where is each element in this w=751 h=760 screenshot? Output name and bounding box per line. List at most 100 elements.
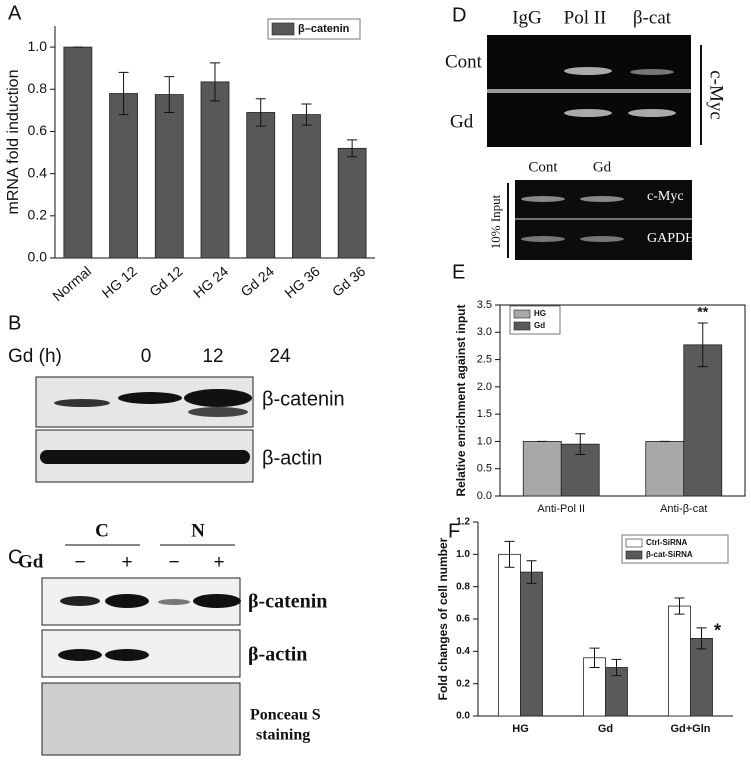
lane-label: 24 xyxy=(269,346,291,367)
lane-label: − xyxy=(168,552,179,573)
band xyxy=(564,67,612,75)
x-tick-label: Gd 36 xyxy=(329,263,369,300)
legend-swatch xyxy=(625,550,643,560)
y-axis-label: mRNA fold induction xyxy=(5,70,22,215)
band xyxy=(105,594,149,608)
band xyxy=(580,196,624,202)
legend-swatch xyxy=(625,538,643,548)
error-bar xyxy=(589,647,600,668)
y-tick-label: 0.4 xyxy=(28,164,48,180)
row-label: β-catenin xyxy=(262,388,345,410)
lane-label: Pol II xyxy=(564,7,607,28)
input-label: 10% Input xyxy=(488,194,503,249)
treatment-label: Gd xyxy=(18,551,44,572)
band xyxy=(60,596,100,606)
error-bar xyxy=(575,433,586,456)
x-tick-label: HG 36 xyxy=(281,263,322,301)
group-label: N xyxy=(191,520,205,541)
panel-label: C xyxy=(8,546,22,568)
bar xyxy=(246,112,276,259)
annotation: * xyxy=(714,621,721,641)
y-tick-label: 1.0 xyxy=(28,38,48,54)
bar xyxy=(498,553,521,717)
x-tick-label: HG xyxy=(512,723,529,735)
band xyxy=(40,450,250,464)
x-tick-label: Gd 24 xyxy=(238,263,278,300)
lane-label: + xyxy=(121,552,132,573)
band xyxy=(54,399,110,407)
y-tick-label: 0.0 xyxy=(456,711,470,722)
band xyxy=(564,109,612,117)
row-label: Cont xyxy=(445,51,483,72)
gel xyxy=(487,35,691,89)
legend-label: Ctrl-SiRNA xyxy=(646,538,688,547)
y-tick-label: 0.2 xyxy=(28,207,48,223)
y-tick-label: 1.5 xyxy=(477,408,492,420)
row-label: β-catenin xyxy=(248,591,327,613)
row-label: β-actin xyxy=(248,644,307,666)
panel-label: E xyxy=(452,261,465,283)
lane-label: 0 xyxy=(141,346,152,367)
group-label: C xyxy=(95,520,109,541)
y-tick-label: 0.2 xyxy=(456,678,470,689)
error-bar xyxy=(526,560,537,584)
lane-label: − xyxy=(74,552,85,573)
band xyxy=(118,392,182,404)
target-label: c-Myc xyxy=(706,70,727,120)
error-bar xyxy=(696,627,707,650)
lane-label: β-cat xyxy=(633,7,672,28)
bar xyxy=(63,46,93,259)
error-bar xyxy=(504,540,515,568)
band xyxy=(193,594,241,608)
row-label: c-Myc xyxy=(647,189,684,204)
stain-label: staining xyxy=(256,727,310,744)
blot xyxy=(41,682,241,756)
x-tick-label: Anti-Pol II xyxy=(537,503,585,515)
annotation: ** xyxy=(697,304,708,320)
row-label: β-actin xyxy=(262,447,322,469)
legend-label: β-cat-SiRNA xyxy=(646,550,693,559)
error-bar xyxy=(697,322,708,368)
gel xyxy=(515,180,692,260)
legend-label: HG xyxy=(534,309,546,318)
band xyxy=(521,236,565,242)
y-tick-label: 0.0 xyxy=(477,490,492,502)
x-tick-label: Gd+Gln xyxy=(670,723,710,735)
y-axis-label: Fold changes of cell number xyxy=(436,537,450,700)
row-label: GAPDH xyxy=(647,231,695,246)
y-tick-label: 2.0 xyxy=(477,381,492,393)
lane-label: IgG xyxy=(512,7,542,28)
x-tick-label: Gd xyxy=(598,723,613,735)
band xyxy=(188,407,248,417)
gel xyxy=(487,93,691,147)
y-tick-label: 1.0 xyxy=(456,549,470,560)
lane-label: + xyxy=(213,552,224,573)
lane-label: Cont xyxy=(528,159,558,175)
y-tick-label: 2.5 xyxy=(477,353,492,365)
panel-label: B xyxy=(8,312,21,334)
bar xyxy=(690,638,713,717)
y-tick-label: 1.2 xyxy=(456,517,470,528)
error-bar xyxy=(611,658,622,677)
bar xyxy=(522,441,562,497)
y-tick-label: 1.0 xyxy=(477,435,492,447)
band xyxy=(628,109,676,117)
bar xyxy=(645,441,685,497)
y-tick-label: 3.0 xyxy=(477,326,492,338)
y-tick-label: 0.4 xyxy=(456,646,470,657)
x-tick-label: Normal xyxy=(49,263,94,304)
legend-label: β–catenin xyxy=(298,23,350,35)
band xyxy=(105,649,149,661)
row-label: Gd xyxy=(450,111,474,132)
bar xyxy=(337,147,367,259)
x-tick-label: HG 24 xyxy=(190,263,231,301)
error-bar xyxy=(118,71,129,116)
y-tick-label: 0.8 xyxy=(456,581,470,592)
y-tick-label: 0.8 xyxy=(28,80,48,96)
error-bar xyxy=(674,597,685,615)
y-tick-label: 0.6 xyxy=(28,122,48,138)
band xyxy=(184,389,252,407)
band xyxy=(521,196,565,202)
panel-label: D xyxy=(452,4,466,26)
